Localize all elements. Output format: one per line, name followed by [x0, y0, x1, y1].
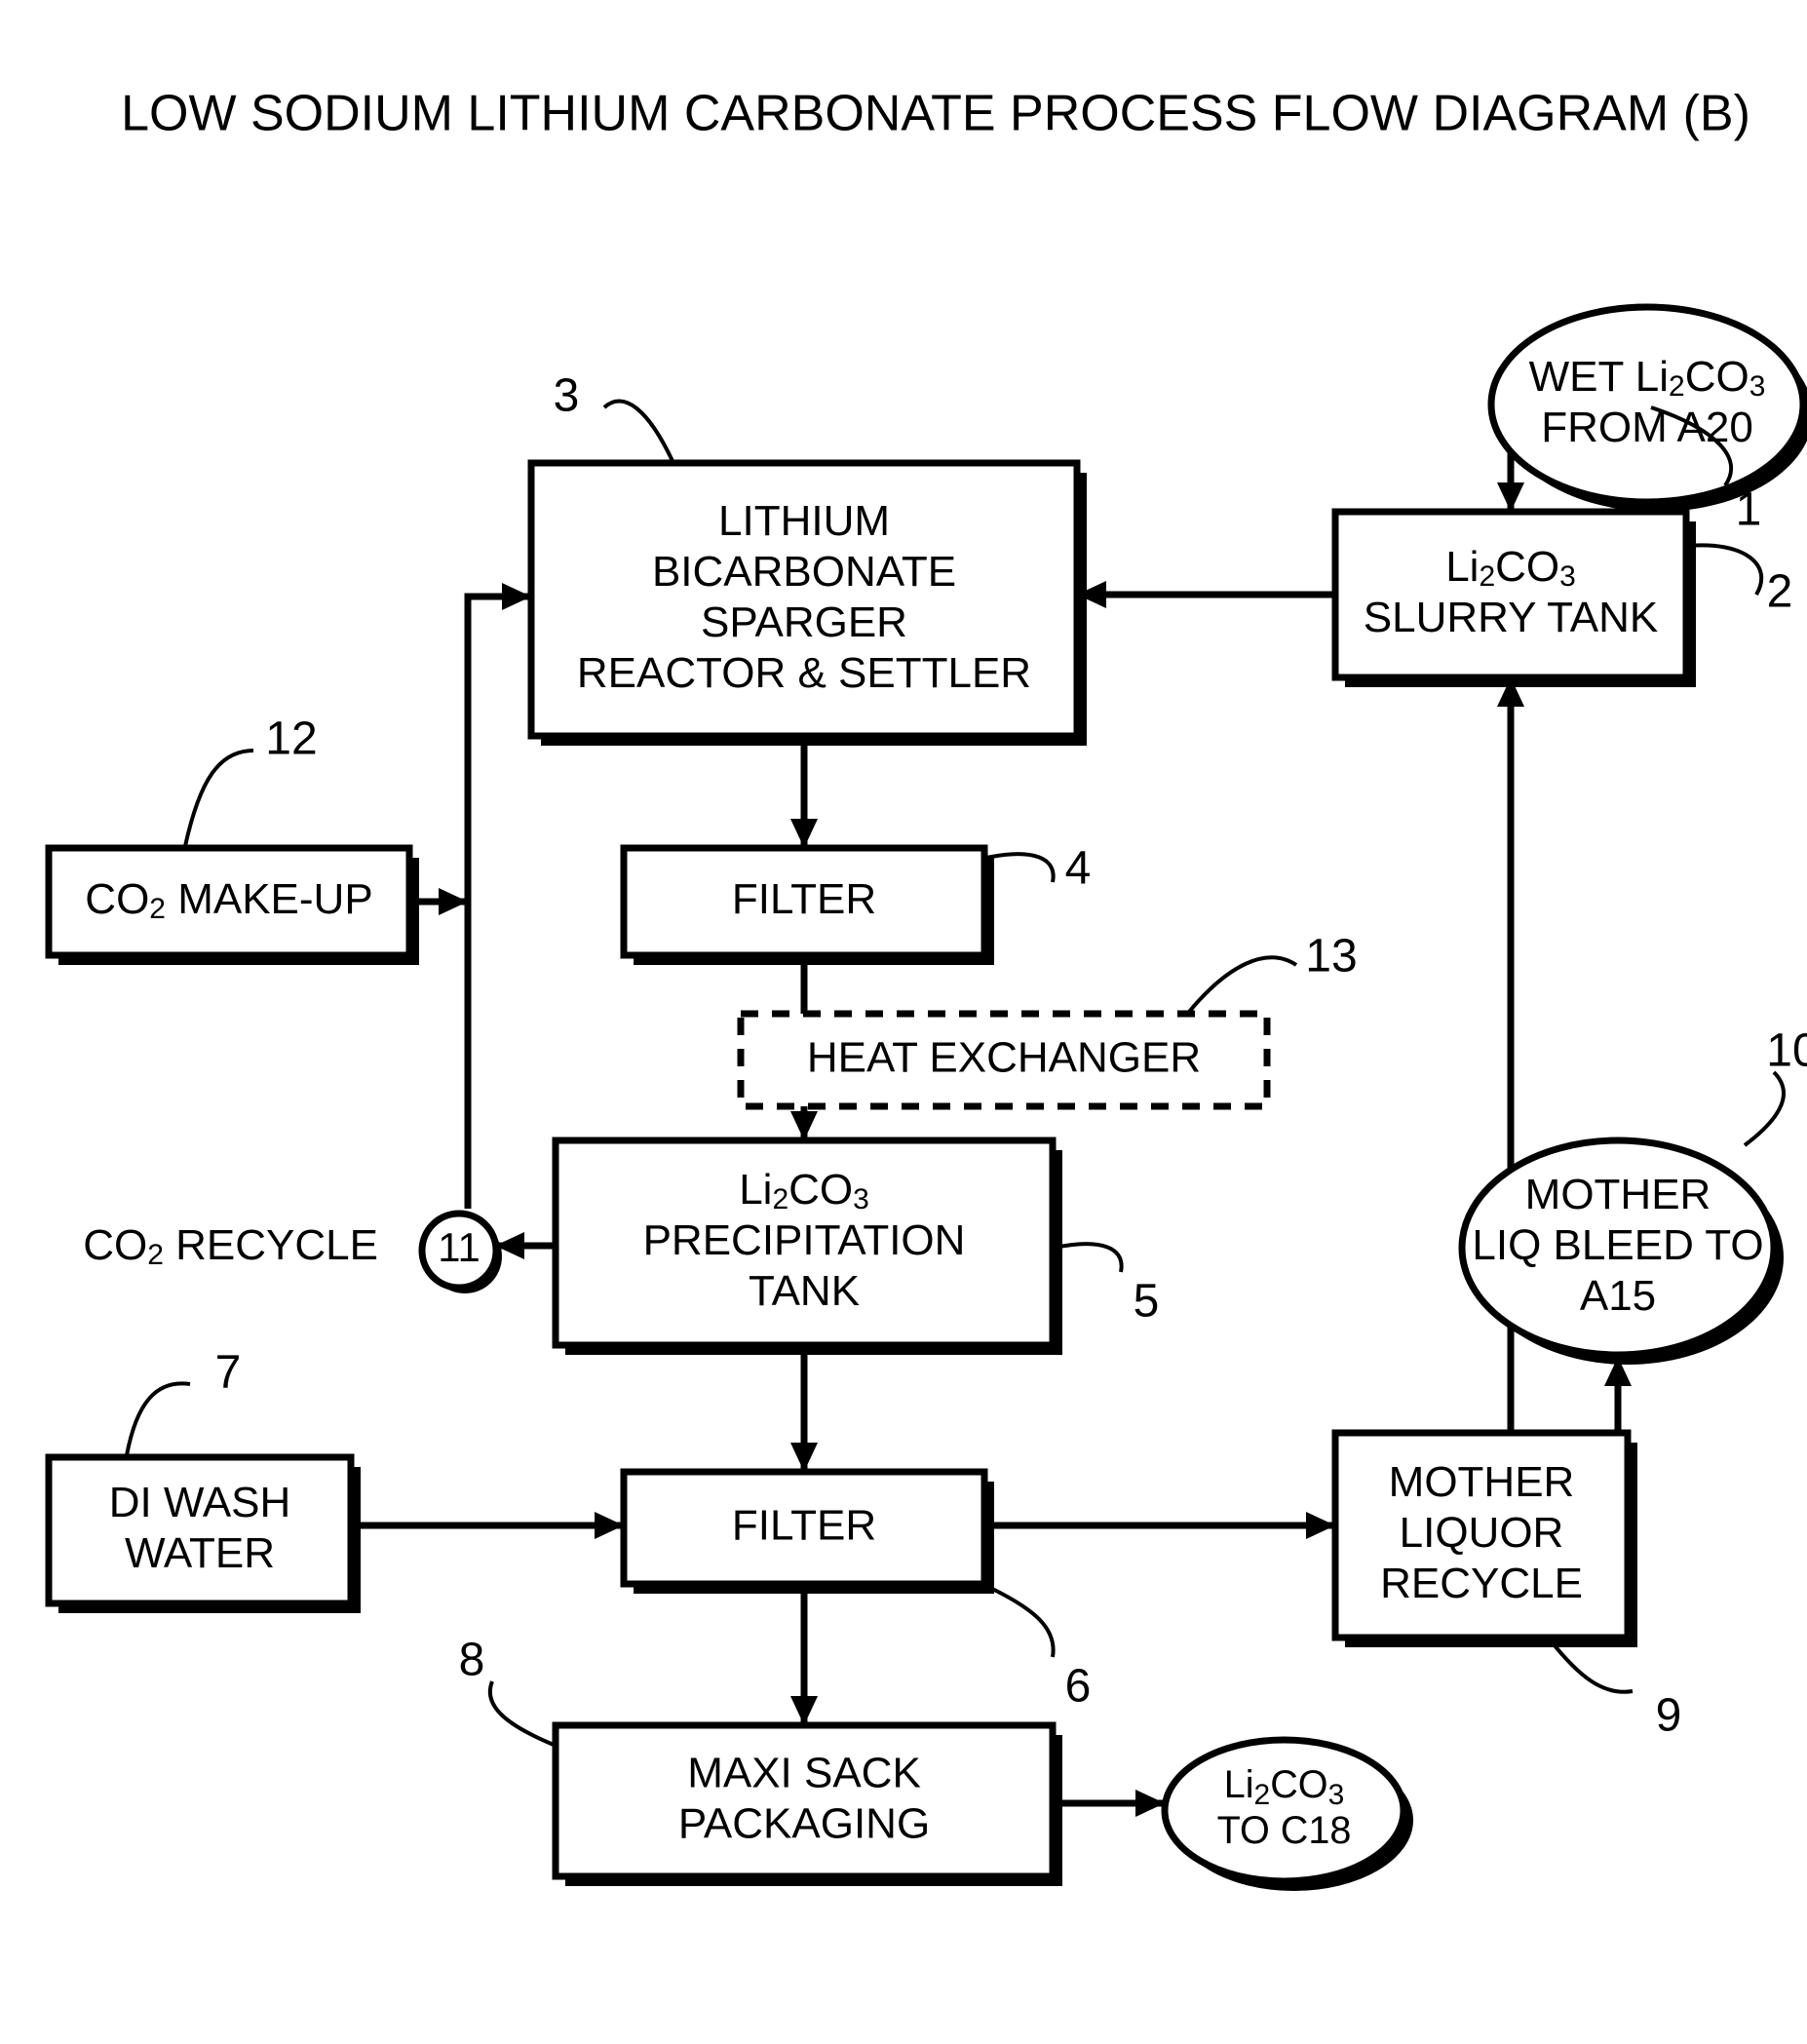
node-label: MOTHER [1389, 1458, 1575, 1506]
node-label: Li2CO3 [1224, 1764, 1345, 1811]
side-label: CO2 RECYCLE [83, 1221, 378, 1271]
node-label: LIQUOR [1400, 1509, 1564, 1557]
leader-line [127, 1383, 190, 1455]
leader-line [1550, 1639, 1633, 1692]
node-number: 6 [1065, 1661, 1092, 1713]
node-label: PRECIPITATION [643, 1216, 966, 1264]
node-number: 1 [1736, 484, 1762, 536]
node-number: 3 [554, 370, 580, 422]
leader-line [185, 751, 253, 846]
arrowhead [1135, 1790, 1165, 1817]
node-label: WET Li2CO3 [1529, 353, 1766, 403]
node-label: FILTER [732, 875, 876, 923]
node-label: DI WASH [109, 1479, 291, 1526]
leader-line [1688, 545, 1761, 595]
node-number: 5 [1134, 1276, 1160, 1328]
arrowhead [790, 1111, 818, 1140]
node-label: FILTER [732, 1501, 876, 1549]
arrowhead [790, 819, 818, 848]
arrowhead [439, 888, 468, 915]
node-number: 9 [1656, 1690, 1682, 1742]
node-label: TANK [749, 1267, 860, 1315]
node-label: HEAT EXCHANGER [807, 1033, 1201, 1081]
node-number: 10 [1766, 1025, 1807, 1077]
node-label: WATER [125, 1529, 275, 1577]
leader-line [1189, 957, 1296, 1012]
node-label: MAXI SACK [687, 1749, 921, 1796]
node-label: A15 [1580, 1272, 1656, 1320]
node-label: PACKAGING [678, 1799, 930, 1847]
arrowhead [1497, 482, 1524, 512]
node-label: LIQ BLEED TO [1472, 1221, 1763, 1269]
node-label: Li2CO3 [1445, 543, 1576, 593]
diagram-title: LOW SODIUM LITHIUM CARBONATE PROCESS FLO… [121, 86, 1750, 142]
node-number: 12 [265, 713, 317, 765]
node-number: 4 [1065, 843, 1092, 895]
leader-line [1055, 1244, 1122, 1272]
node-number: 7 [215, 1347, 242, 1399]
node-label: REACTOR & SETTLER [577, 649, 1031, 697]
node-number: 8 [459, 1635, 485, 1686]
arrowhead [790, 1443, 818, 1472]
node-label: MOTHER [1525, 1171, 1711, 1218]
arrowhead [502, 583, 531, 610]
arrowhead [790, 1696, 818, 1725]
node-label: TO C18 [1217, 1809, 1352, 1852]
leader-line [986, 1586, 1054, 1657]
node-label: SLURRY TANK [1364, 594, 1658, 641]
leader-line [986, 854, 1054, 882]
node-label: CO2 MAKE-UP [85, 875, 372, 925]
node-number: 2 [1767, 566, 1793, 618]
node-label: RECYCLE [1380, 1560, 1583, 1607]
leader-line [604, 402, 673, 461]
node-label: LITHIUM [718, 497, 890, 545]
node-label: SPARGER [701, 598, 907, 646]
node-label: BICARBONATE [652, 548, 956, 596]
leader-line [1745, 1072, 1784, 1145]
leader-line [490, 1681, 554, 1745]
flow-edge [468, 597, 531, 1209]
arrowhead [595, 1512, 624, 1539]
node-number: 13 [1305, 931, 1357, 983]
node-label: Li2CO3 [739, 1166, 869, 1215]
arrowhead [1306, 1512, 1335, 1539]
node-label: 11 [438, 1224, 480, 1270]
